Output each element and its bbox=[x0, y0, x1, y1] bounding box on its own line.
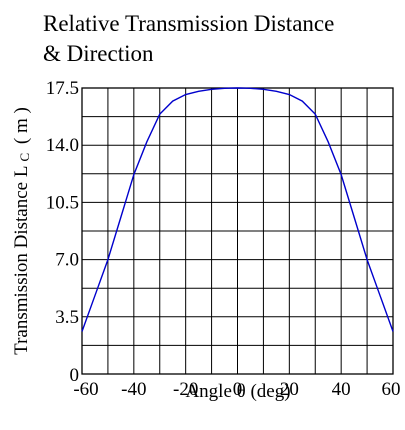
series-layer bbox=[81, 87, 394, 332]
y-axis-label-main: Transmission Distance L bbox=[11, 166, 32, 355]
y-axis-label-subscript: C bbox=[17, 153, 32, 162]
x-axis-label: Angle θ (deg) bbox=[185, 381, 290, 402]
x-tick-labels: -60 -40 -20 0 20 40 60 bbox=[73, 379, 400, 400]
series-line-0 bbox=[81, 87, 394, 332]
y-tick-label-0: 0 bbox=[70, 365, 80, 386]
chart-title-line-1: Relative Transmission Distance bbox=[43, 11, 334, 36]
x-tick-label-1: -40 bbox=[121, 379, 146, 400]
y-tick-label-4: 14.0 bbox=[46, 135, 79, 156]
y-tick-label-1: 3.5 bbox=[55, 307, 79, 328]
x-tick-label-5: 40 bbox=[332, 379, 351, 400]
y-axis-label: Transmission Distance L C ( m ) bbox=[11, 107, 34, 355]
x-tick-label-2: -20 bbox=[173, 379, 198, 400]
x-tick-label-3: 0 bbox=[233, 379, 243, 400]
y-tick-label-3: 10.5 bbox=[46, 192, 79, 213]
x-tick-label-6: 60 bbox=[382, 379, 401, 400]
y-axis-label-unit: ( m ) bbox=[11, 107, 32, 144]
y-tick-label-5: 17.5 bbox=[46, 78, 79, 99]
x-tick-label-4: 20 bbox=[280, 379, 299, 400]
x-tick-label-0: -60 bbox=[73, 379, 98, 400]
chart-title-line-2: & Direction bbox=[43, 41, 154, 66]
y-tick-label-2: 7.0 bbox=[55, 250, 79, 271]
y-tick-labels: 0 3.5 7.0 10.5 14.0 17.5 bbox=[46, 78, 79, 386]
grid bbox=[82, 88, 393, 374]
